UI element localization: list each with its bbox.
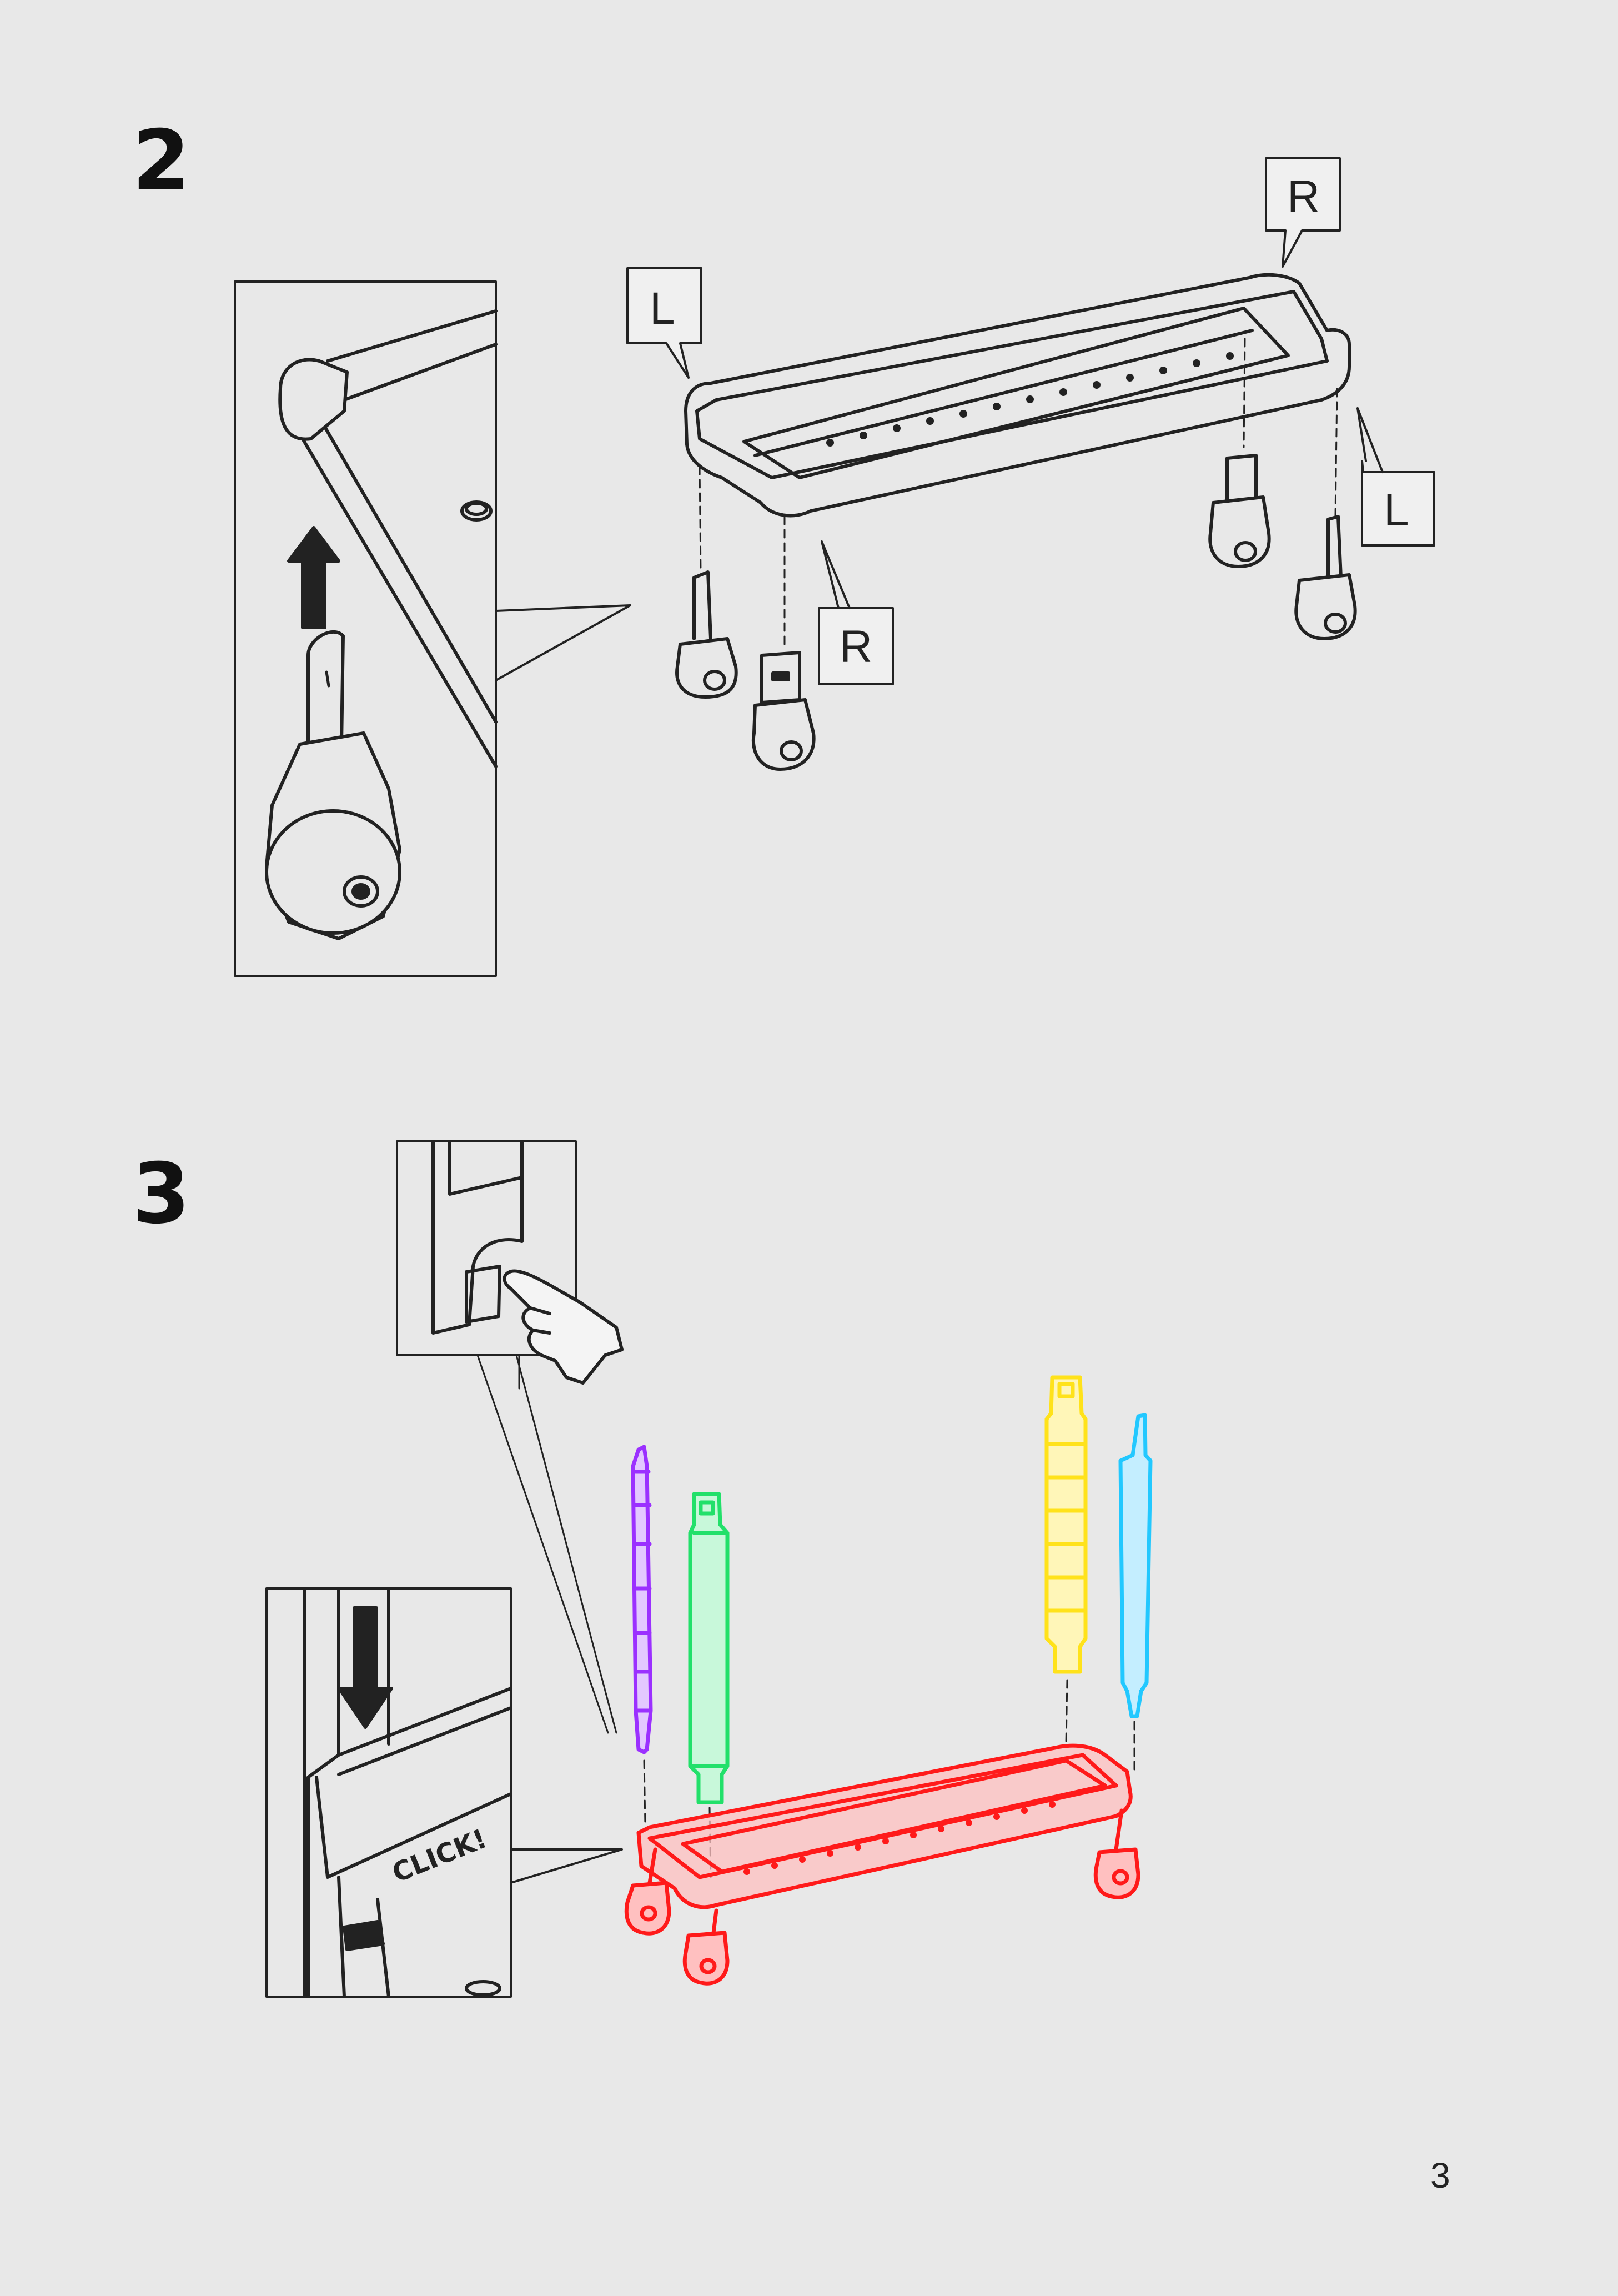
step2-guide-lines [699, 338, 1338, 648]
post-cyan [1118, 1413, 1153, 1718]
post-purple [631, 1445, 653, 1754]
step2-base-tray [684, 273, 1351, 518]
post-yellow [1044, 1375, 1088, 1674]
step2-detail-box [234, 280, 631, 977]
caster-4 [1294, 515, 1357, 640]
caster-3 [1208, 454, 1271, 568]
label-R-back: R [1287, 172, 1320, 222]
step2-casters [675, 454, 1357, 771]
label-L-back: L [1384, 485, 1409, 535]
label-R-front: R [840, 621, 872, 672]
post-green [688, 1492, 730, 1804]
red-caster-fr [682, 1931, 730, 1986]
red-caster-fl [624, 1881, 671, 1936]
step2-label-callouts [626, 157, 1435, 685]
caster-detail [265, 630, 401, 940]
label-L-front: L [650, 283, 675, 334]
step-number-2: 2 [132, 113, 190, 209]
step3-red-base-tray [624, 1743, 1140, 1986]
caster-2 [751, 651, 816, 771]
caster-1 [675, 570, 738, 699]
step3-press-detail-box [396, 1140, 624, 1734]
page-number: 3 [1430, 2155, 1450, 2195]
step-number-3: 3 [132, 1146, 190, 1242]
step3-click-detail-box [265, 1587, 623, 1998]
red-caster-bl [1093, 1847, 1140, 1899]
